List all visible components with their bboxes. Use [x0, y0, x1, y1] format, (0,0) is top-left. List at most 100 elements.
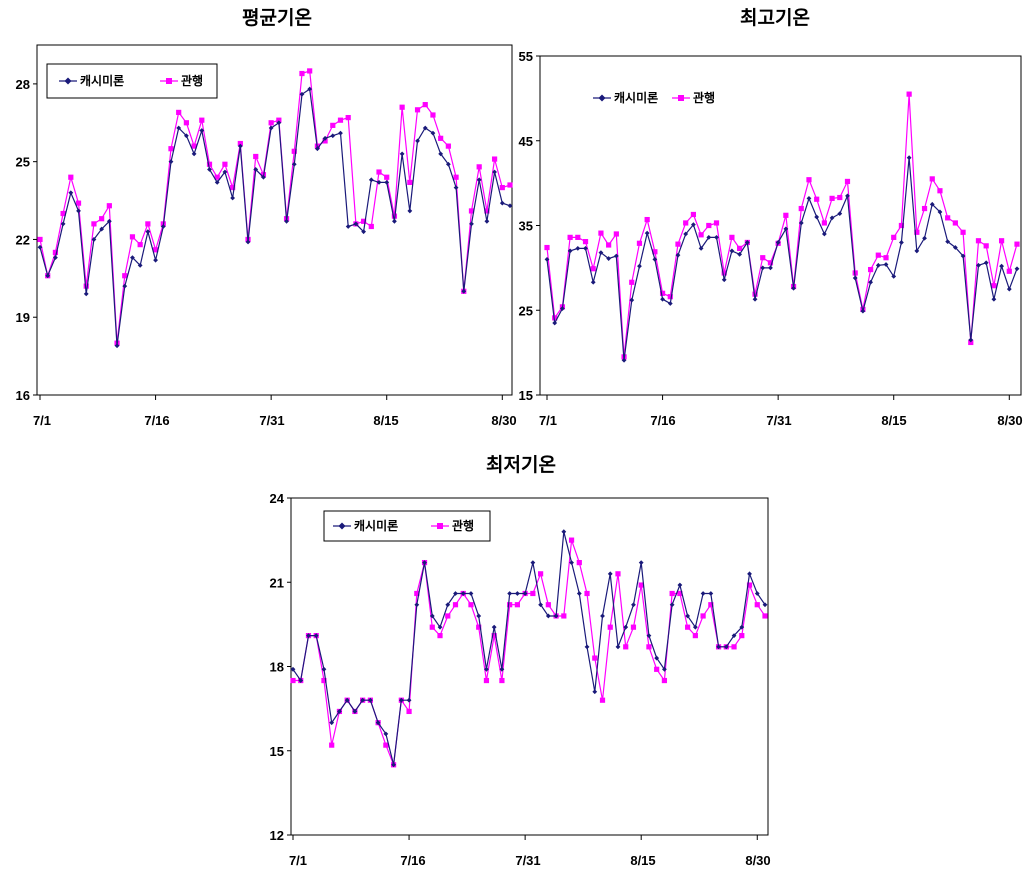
data-point-cashmilon — [929, 201, 935, 207]
data-point-cashmilon — [760, 265, 766, 271]
data-point-conventional — [590, 266, 596, 272]
data-point-cashmilon — [291, 161, 297, 167]
data-point-conventional — [613, 231, 619, 237]
data-point-cashmilon — [45, 273, 51, 279]
x-tick-label: 7/16 — [650, 413, 675, 428]
data-point-cashmilon — [952, 245, 958, 250]
data-point-conventional — [191, 143, 197, 149]
data-point-cashmilon — [553, 613, 559, 619]
data-point-cashmilon — [968, 337, 974, 343]
data-point-conventional — [685, 624, 691, 630]
data-point-conventional — [690, 211, 696, 218]
x-tick-label: 7/1 — [539, 413, 557, 428]
data-point-cashmilon — [53, 255, 58, 260]
data-point-cashmilon — [567, 248, 573, 254]
data-point-conventional — [713, 220, 720, 226]
y-tick-label: 45 — [519, 134, 533, 149]
data-point-cashmilon — [922, 235, 927, 241]
data-point-conventional — [507, 182, 513, 188]
y-tick-label: 25 — [519, 303, 533, 318]
data-point-conventional — [206, 161, 213, 167]
data-point-cashmilon — [698, 245, 704, 251]
data-point-conventional — [476, 164, 482, 170]
data-point-cashmilon — [453, 185, 459, 190]
data-point-cashmilon — [829, 215, 835, 221]
legend-marker-conventional — [437, 523, 443, 529]
data-point-conventional — [129, 234, 136, 240]
data-point-cashmilon — [399, 151, 405, 157]
data-point-conventional — [636, 240, 643, 246]
legend: 캐시미론 관행 — [593, 90, 715, 105]
data-point-cashmilon — [576, 591, 582, 596]
data-point-cashmilon — [883, 262, 889, 267]
data-point-cashmilon — [1006, 286, 1012, 292]
data-point-conventional — [806, 177, 812, 183]
data-point-cashmilon — [284, 218, 289, 224]
data-point-cashmilon — [692, 624, 698, 630]
data-point-cashmilon — [299, 91, 305, 97]
data-point-conventional — [499, 677, 505, 684]
data-point-cashmilon — [538, 602, 544, 608]
series-group — [37, 68, 513, 349]
data-point-cashmilon — [575, 245, 581, 251]
data-point-conventional — [1006, 268, 1012, 274]
data-point-cashmilon — [762, 602, 768, 608]
legend-label-cashmilon: 캐시미론 — [354, 518, 398, 533]
data-point-conventional — [675, 241, 681, 247]
data-point-conventional — [729, 234, 735, 240]
data-point-cashmilon — [237, 143, 243, 149]
data-point-cashmilon — [453, 591, 458, 596]
data-point-conventional — [422, 102, 428, 108]
data-point-conventional — [568, 537, 575, 543]
chart-title: 평균기온 — [242, 7, 312, 29]
data-point-conventional — [230, 184, 236, 191]
data-point-conventional — [183, 120, 189, 126]
data-point-conventional — [299, 70, 305, 77]
data-point-conventional — [406, 708, 412, 715]
chart-min-temp: 최저기온 12 15 18 21 24 7/1 7/16 7/31 8/15 8/30 캐시미론… — [270, 454, 771, 868]
data-point-cashmilon — [392, 218, 397, 224]
data-point-cashmilon — [999, 263, 1004, 269]
y-axis: 16 19 22 25 28 — [16, 77, 37, 403]
data-point-cashmilon — [268, 125, 274, 131]
x-tick-label: 8/30 — [997, 413, 1022, 428]
data-point-cashmilon — [899, 240, 904, 245]
data-point-conventional — [875, 252, 881, 258]
data-point-conventional — [137, 242, 143, 248]
data-point-conventional — [960, 229, 966, 235]
data-point-cashmilon — [845, 193, 850, 199]
data-point-cashmilon — [222, 169, 228, 175]
data-point-conventional — [661, 677, 668, 684]
data-point-cashmilon — [352, 709, 358, 714]
data-point-conventional — [762, 613, 768, 619]
legend-label-cashmilon: 캐시미론 — [80, 73, 124, 88]
data-point-conventional — [438, 135, 444, 141]
chart-max-temp: 최고기온 15 25 35 45 55 7/1 7/16 7/31 8/15 8/30 캐시미론… — [519, 7, 1023, 428]
y-tick-label: 12 — [270, 828, 284, 843]
series-line-cashmilon — [546, 157, 1018, 361]
data-point-cashmilon — [544, 257, 550, 262]
legend: 캐시미론 관행 — [46, 63, 218, 99]
data-point-cashmilon — [652, 257, 658, 262]
data-point-cashmilon — [230, 195, 236, 201]
data-point-conventional — [952, 220, 958, 226]
chart-avg-temp: 평균기온 16 19 22 25 28 7/1 7/16 7/31 8/15 8/30 캐시미론… — [16, 7, 517, 428]
data-point-cashmilon — [814, 214, 820, 220]
data-point-conventional — [52, 249, 59, 256]
data-point-cashmilon — [313, 633, 319, 639]
data-point-conventional — [868, 266, 874, 273]
x-tick-label: 7/16 — [144, 413, 169, 428]
data-point-conventional — [798, 205, 804, 212]
plot-area — [539, 55, 1022, 396]
data-point-conventional — [37, 236, 43, 243]
data-point-cashmilon — [637, 263, 642, 269]
data-point-conventional — [630, 624, 637, 630]
data-point-conventional — [623, 644, 629, 650]
data-point-cashmilon — [122, 283, 128, 289]
data-point-conventional — [330, 122, 336, 128]
data-point-conventional — [752, 291, 758, 297]
data-point-conventional — [268, 120, 274, 126]
data-point-cashmilon — [613, 253, 619, 259]
data-point-conventional — [437, 633, 443, 639]
